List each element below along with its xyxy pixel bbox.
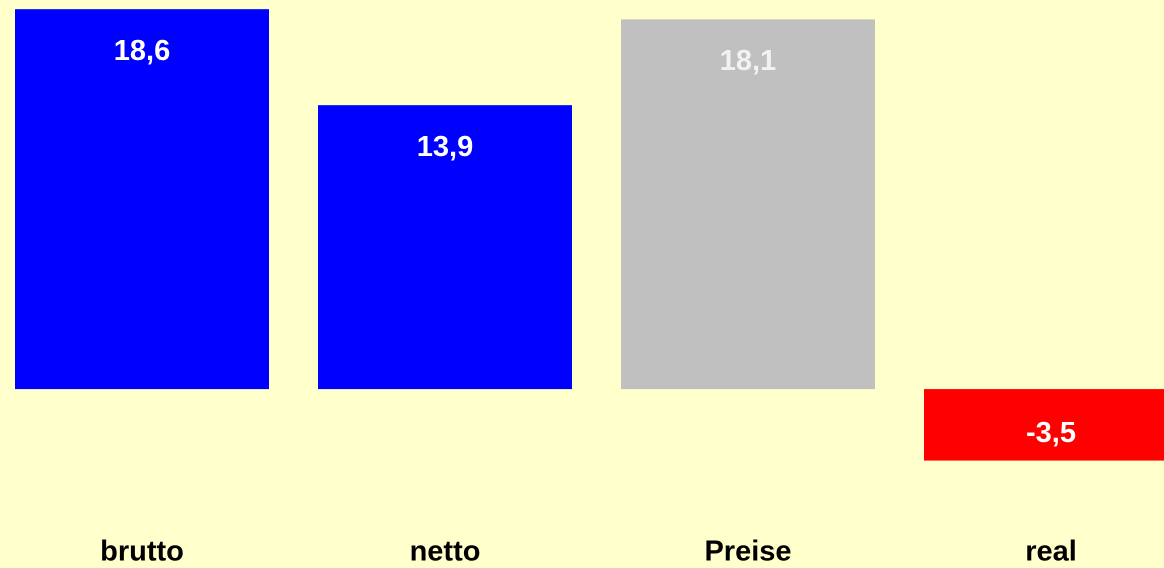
value-label: -3,5 bbox=[1026, 417, 1076, 449]
x-tick-label: Preise bbox=[704, 536, 791, 568]
x-tick-label: real bbox=[1025, 536, 1077, 568]
bar bbox=[924, 389, 1164, 461]
x-tick-label: netto bbox=[410, 536, 481, 568]
bar bbox=[621, 19, 875, 390]
value-label: 13,9 bbox=[417, 131, 473, 163]
value-label: 18,1 bbox=[720, 45, 776, 77]
value-label: 18,6 bbox=[114, 35, 170, 67]
bar bbox=[15, 9, 269, 390]
x-tick-label: brutto bbox=[100, 536, 184, 568]
bar bbox=[318, 105, 572, 390]
